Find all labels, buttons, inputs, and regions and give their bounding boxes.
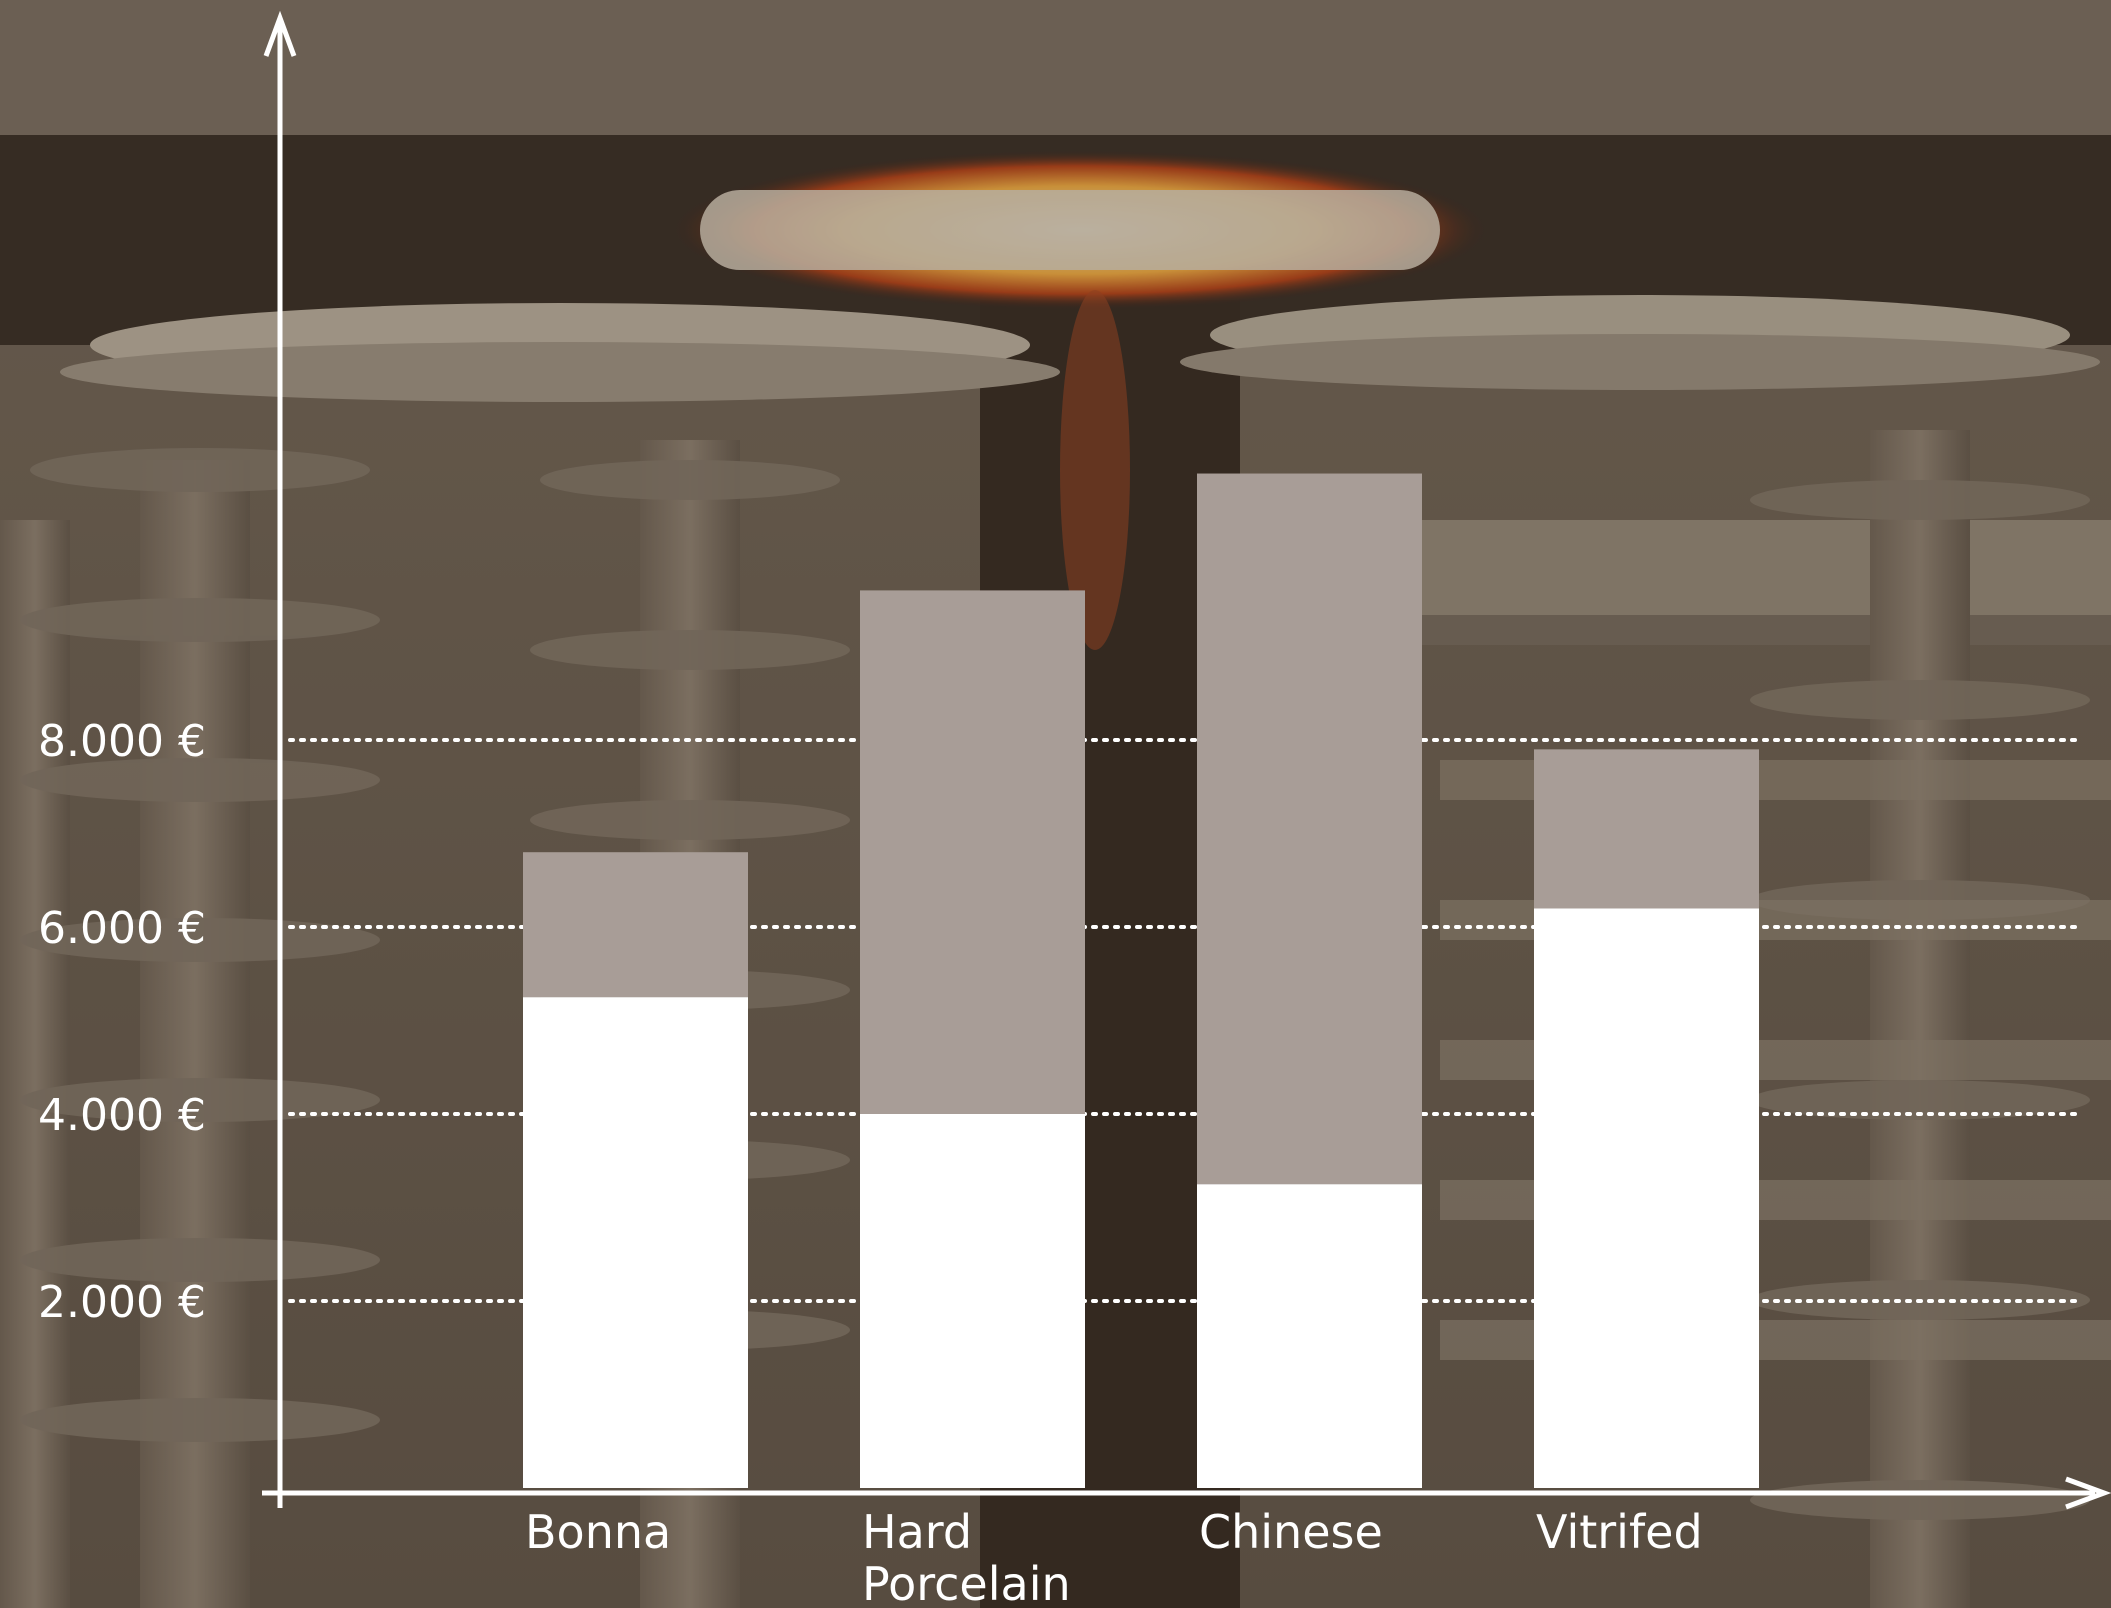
x-axis-arrow bbox=[2065, 1476, 2111, 1510]
bar-hard-porcelain-segment-2 bbox=[860, 590, 1085, 1114]
category-label: Porcelain bbox=[862, 1557, 1071, 1608]
category-label: Hard bbox=[862, 1505, 972, 1559]
bar-chinese-segment-1 bbox=[1197, 1184, 1422, 1488]
bar-hard-porcelain-segment-1 bbox=[860, 1114, 1085, 1488]
bars bbox=[523, 473, 1759, 1488]
y-tick-label: 2.000 € bbox=[38, 1277, 206, 1328]
y-axis-arrow bbox=[263, 10, 297, 57]
y-tick-label: 6.000 € bbox=[38, 903, 206, 954]
bar-vitrifed-segment-1 bbox=[1534, 908, 1759, 1488]
y-tick-label: 4.000 € bbox=[38, 1090, 206, 1141]
category-label: Bonna bbox=[525, 1505, 671, 1559]
bar-vitrifed-segment-2 bbox=[1534, 749, 1759, 909]
category-label: Chinese bbox=[1199, 1505, 1383, 1559]
bar-chinese-segment-2 bbox=[1197, 473, 1422, 1185]
bar-bonna-segment-2 bbox=[523, 852, 748, 998]
bar-bonna-segment-1 bbox=[523, 997, 748, 1488]
axes bbox=[262, 10, 2111, 1510]
y-tick-label: 8.000 € bbox=[38, 716, 206, 767]
category-label: Vitrifed bbox=[1536, 1505, 1703, 1559]
y-tick-labels: 2.000 € 4.000 € 6.000 € 8.000 € bbox=[38, 716, 206, 1328]
